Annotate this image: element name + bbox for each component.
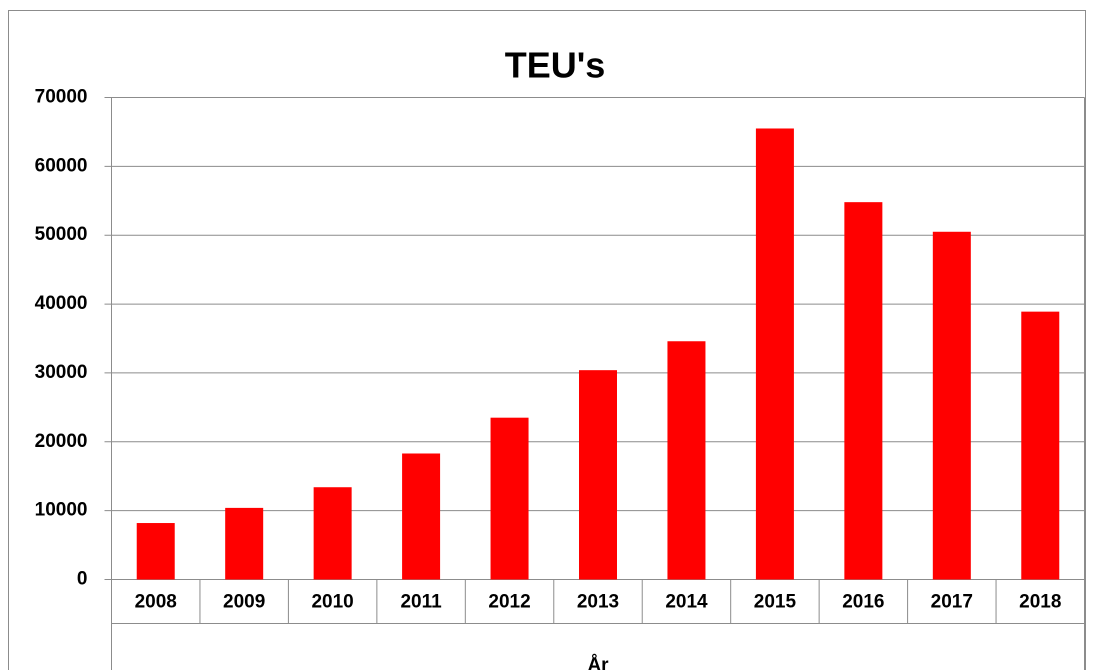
bar <box>579 370 617 580</box>
x-tick-label: 2014 <box>665 592 708 613</box>
x-tick-label: 2015 <box>754 592 797 613</box>
chart-title: TEU's <box>505 45 606 86</box>
x-tick-label: 2016 <box>842 592 884 613</box>
y-tick-label: 50000 <box>35 224 88 245</box>
y-tick-label: 20000 <box>35 431 88 452</box>
x-tick-label: 2017 <box>931 592 973 613</box>
bar <box>932 231 971 580</box>
y-tick-label: 70000 <box>35 87 88 108</box>
bar <box>313 487 352 580</box>
x-tick-label: 2018 <box>1019 592 1061 613</box>
x-tick-label: 2010 <box>311 592 353 613</box>
x-tick-label: 2008 <box>135 592 177 613</box>
x-tick-label: 2011 <box>400 592 442 613</box>
bar <box>225 507 264 580</box>
x-tick-label: 2009 <box>223 592 265 613</box>
bar <box>490 417 529 580</box>
x-axis-title: År <box>587 655 609 670</box>
y-tick-label: 30000 <box>35 362 88 383</box>
bar <box>1021 311 1060 580</box>
y-tick-label: 60000 <box>35 155 88 176</box>
y-tick-label: 0 <box>77 569 88 590</box>
x-tick-label: 2012 <box>488 592 530 613</box>
bar <box>755 128 794 580</box>
y-tick-label: 10000 <box>35 500 88 521</box>
bar <box>136 523 175 580</box>
bar <box>844 202 883 580</box>
chart-border <box>8 10 1086 670</box>
x-tick-label: 2013 <box>577 592 619 613</box>
y-tick-label: 40000 <box>35 293 88 314</box>
bar <box>402 453 441 580</box>
bar <box>667 341 706 580</box>
